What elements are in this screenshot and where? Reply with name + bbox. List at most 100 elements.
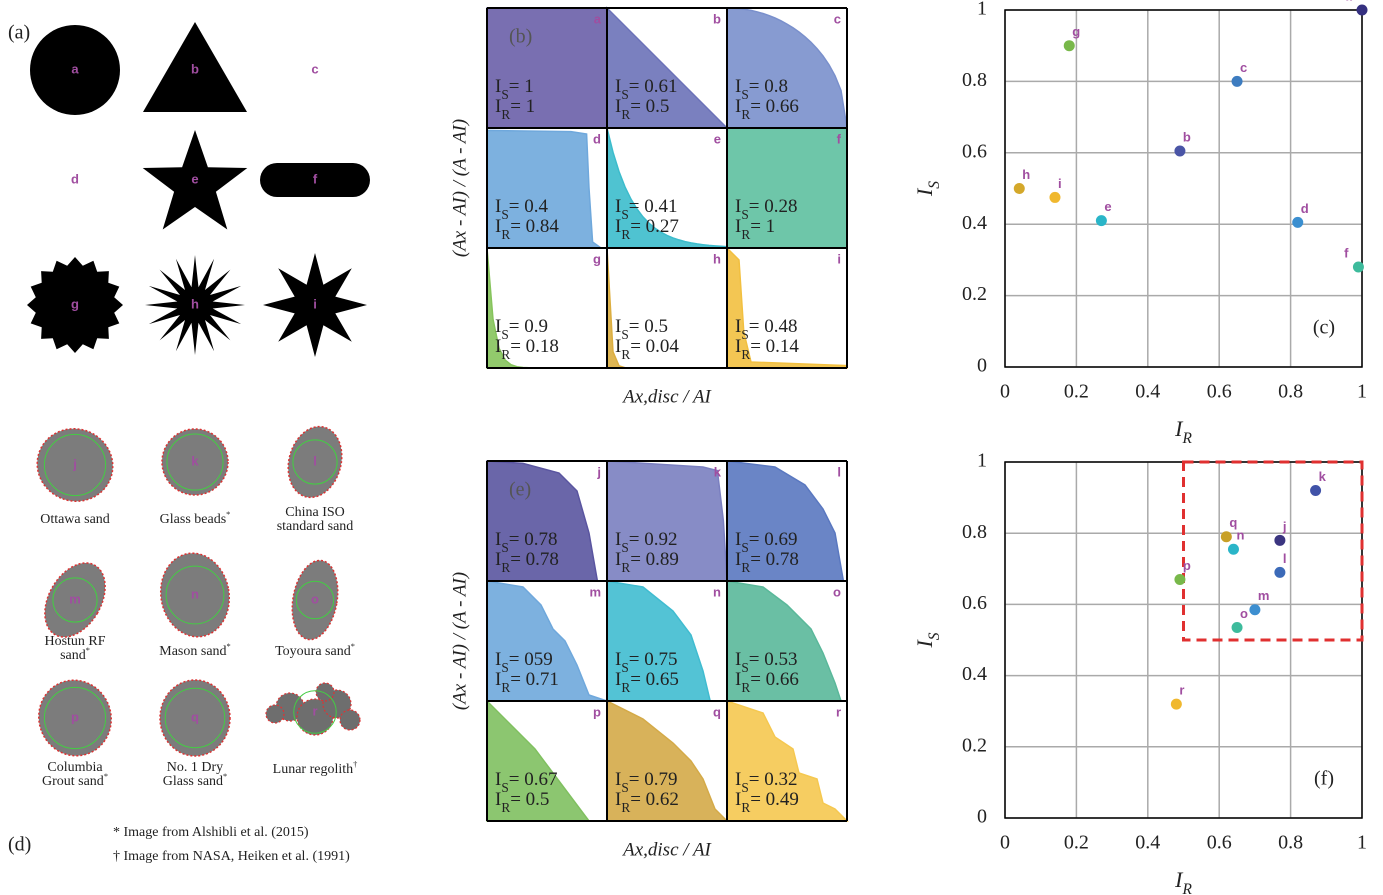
cell-is-part: 0.75 bbox=[644, 649, 677, 670]
cell-ir-part: 0.78 bbox=[526, 549, 559, 570]
cell-is-part: 0.79 bbox=[644, 769, 677, 790]
cell-ir-part: = bbox=[630, 96, 645, 117]
particle-caption-part: Hostun RF bbox=[44, 634, 105, 649]
particle-caption: Grout sand* bbox=[42, 772, 108, 789]
cell-is-part: S bbox=[501, 327, 508, 342]
cell-is-part: S bbox=[501, 87, 508, 102]
shape-letter: c bbox=[311, 61, 318, 76]
cell-is-part: S bbox=[741, 327, 748, 342]
cell-is-part: S bbox=[741, 660, 748, 675]
particle-letter: r bbox=[312, 703, 317, 718]
particle-caption: Glass sand* bbox=[163, 772, 227, 789]
cell-ir-part: = bbox=[510, 789, 525, 810]
point-label: a bbox=[1345, 0, 1353, 3]
particle-caption-part: Toyoura sand bbox=[275, 644, 351, 659]
cell-letter: n bbox=[713, 584, 721, 599]
particle-caption: Columbia bbox=[47, 760, 103, 775]
cell-ir-part: = bbox=[630, 789, 645, 810]
cell-is-part: = bbox=[509, 76, 524, 97]
cell-letter: b bbox=[713, 11, 721, 26]
cell-ir-part: = bbox=[750, 669, 765, 690]
particle-letter: k bbox=[191, 453, 199, 468]
cell-is-part: 0.32 bbox=[764, 769, 797, 790]
cell-ir-part: 0.5 bbox=[646, 96, 670, 117]
particle bbox=[266, 705, 284, 723]
shape-letter: d bbox=[71, 171, 79, 186]
y-tick-label: 0.2 bbox=[962, 734, 987, 756]
point bbox=[1228, 544, 1239, 555]
point bbox=[1357, 5, 1368, 16]
x-tick-label: 0.2 bbox=[1064, 832, 1089, 854]
point bbox=[1232, 622, 1243, 633]
y-axis-label: IS bbox=[912, 632, 943, 648]
point-label: i bbox=[1058, 176, 1062, 191]
cell-letter: f bbox=[837, 131, 842, 146]
cell-is-part: = bbox=[629, 196, 644, 217]
x-tick-label: 0 bbox=[1000, 381, 1010, 403]
cell-is-part: S bbox=[741, 780, 748, 795]
cell-letter: j bbox=[596, 464, 601, 479]
cell-ir-part: 0.27 bbox=[646, 216, 679, 237]
shape-letter: i bbox=[313, 296, 317, 311]
cell-is-part: 0.92 bbox=[644, 529, 677, 550]
cell-ir-part: 0.04 bbox=[646, 336, 680, 357]
cell-is-part: 0.61 bbox=[644, 76, 677, 97]
particle-caption: China ISO bbox=[285, 505, 345, 520]
point-label: f bbox=[1344, 245, 1349, 260]
cell-ir-part: R bbox=[501, 560, 510, 575]
cell-letter: m bbox=[589, 584, 601, 599]
cell-ir-part: 0.62 bbox=[646, 789, 679, 810]
cell-ir-part: 0.49 bbox=[766, 789, 799, 810]
cell-is-part: 0.4 bbox=[524, 196, 548, 217]
cell-ir-part: R bbox=[621, 560, 630, 575]
particle-caption-part: * bbox=[226, 510, 230, 519]
cell-ir-part: R bbox=[621, 227, 630, 242]
particle-caption-part: sand bbox=[60, 648, 86, 663]
cell-is-part: 0.69 bbox=[764, 529, 797, 550]
cell-ir-part: 0.89 bbox=[646, 549, 679, 570]
cell-ir-part: = bbox=[630, 336, 645, 357]
point bbox=[1174, 146, 1185, 157]
point-label: d bbox=[1301, 201, 1309, 216]
particle-caption-part: Lunar regolith bbox=[273, 762, 353, 777]
y-tick-label: 0 bbox=[977, 355, 987, 377]
cell-ir-part: 0.14 bbox=[766, 336, 800, 357]
cell-is-part: S bbox=[621, 540, 628, 555]
cell-ir-part: R bbox=[501, 107, 510, 122]
y-tick-label: 1 bbox=[977, 0, 987, 20]
point-label: g bbox=[1072, 24, 1080, 39]
cell-is-part: = bbox=[749, 769, 764, 790]
particle-caption-part: Ottawa sand bbox=[40, 512, 110, 527]
cell-letter: p bbox=[593, 704, 601, 719]
cell-ir-part: = bbox=[750, 549, 765, 570]
cell-is-part: S bbox=[741, 87, 748, 102]
particle-letter: l bbox=[313, 453, 317, 468]
point bbox=[1310, 485, 1321, 496]
cell-is-part: = bbox=[749, 196, 764, 217]
particle-letter: m bbox=[69, 591, 81, 606]
shape-letter: h bbox=[191, 296, 199, 311]
particle-caption-part: Grout sand bbox=[42, 774, 104, 789]
cell-letter: g bbox=[593, 251, 601, 266]
cell-is-part: S bbox=[621, 660, 628, 675]
cell-ir-part: R bbox=[501, 227, 510, 242]
cell-ir-part: 0.71 bbox=[526, 669, 559, 690]
point bbox=[1353, 262, 1364, 273]
cell-ir-part: 0.18 bbox=[526, 336, 559, 357]
point bbox=[1064, 40, 1075, 51]
particle-letter: j bbox=[72, 456, 77, 471]
cell-ir-part: R bbox=[741, 347, 750, 362]
cell-is-part: 0.5 bbox=[644, 316, 668, 337]
cell-ir-part: R bbox=[741, 107, 750, 122]
cell-letter: a bbox=[594, 11, 602, 26]
cell-ir-part: 0.5 bbox=[526, 789, 550, 810]
cell-is-part: S bbox=[501, 207, 508, 222]
cell-letter: o bbox=[833, 584, 841, 599]
panel-label: (a) bbox=[8, 22, 30, 44]
x-axis-label: Ax,disc / AI bbox=[621, 386, 712, 407]
cell-is-part: S bbox=[501, 780, 508, 795]
point bbox=[1096, 215, 1107, 226]
particle bbox=[340, 710, 360, 730]
cell-ir-part: R bbox=[741, 560, 750, 575]
point-label: n bbox=[1236, 528, 1244, 543]
